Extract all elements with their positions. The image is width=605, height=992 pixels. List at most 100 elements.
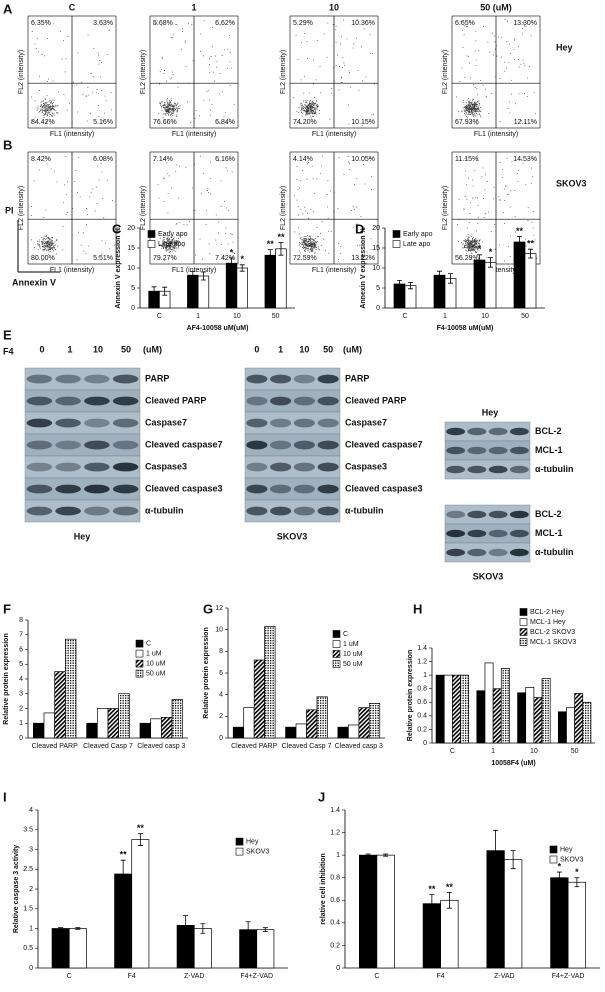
event-dot — [92, 76, 94, 78]
event-dot — [482, 198, 484, 199]
event-dot — [45, 108, 46, 110]
event-dot — [303, 240, 305, 242]
y-tick-label: 1.2 — [417, 658, 427, 665]
event-dot — [161, 245, 163, 247]
event-dot — [176, 248, 178, 250]
event-dot — [504, 188, 506, 190]
event-dot — [472, 250, 473, 252]
event-dot — [473, 249, 475, 251]
blot-band — [488, 427, 508, 436]
legend-swatch — [519, 608, 528, 616]
event-dot — [49, 106, 51, 107]
event-dot — [167, 103, 169, 105]
event-dot — [179, 222, 181, 223]
event-dot — [170, 116, 172, 118]
event-dot — [98, 105, 100, 106]
event-dot — [300, 79, 302, 81]
event-dot — [77, 52, 79, 54]
event-dot — [49, 249, 51, 251]
event-dot — [44, 98, 46, 100]
event-dot — [165, 246, 167, 248]
event-dot — [229, 51, 231, 53]
event-dot — [303, 106, 305, 108]
blot-band — [488, 510, 508, 519]
event-dot — [179, 107, 180, 109]
x-tick-label: Cleaved Casp 7 — [282, 743, 332, 750]
event-dot — [305, 244, 307, 245]
blot-band — [112, 418, 139, 428]
event-dot — [211, 104, 213, 106]
event-dot — [211, 45, 213, 47]
event-dot — [314, 97, 316, 98]
event-dot — [308, 109, 309, 111]
bar — [187, 274, 199, 309]
event-dot — [511, 161, 513, 162]
event-dot — [459, 81, 461, 82]
event-dot — [52, 247, 54, 249]
event-dot — [48, 244, 50, 246]
event-dot — [216, 66, 217, 68]
event-dot — [307, 242, 309, 244]
event-dot — [492, 32, 493, 34]
event-dot — [220, 244, 222, 245]
y-tick-label: 0 — [423, 740, 427, 747]
event-dot — [524, 65, 526, 67]
event-dot — [306, 239, 308, 240]
event-dot — [315, 104, 317, 106]
event-dot — [315, 244, 317, 245]
event-dot — [310, 107, 312, 109]
event-dot — [369, 157, 371, 159]
event-dot — [305, 108, 307, 110]
event-dot — [191, 23, 193, 25]
event-dot — [306, 107, 308, 108]
event-dot — [43, 249, 44, 250]
event-dot — [303, 242, 305, 243]
event-dot — [49, 108, 51, 110]
event-dot — [466, 106, 468, 108]
error-bar — [200, 923, 206, 934]
event-dot — [178, 197, 180, 199]
event-dot — [297, 189, 299, 190]
y-axis-label: Annexin V expression % — [115, 227, 122, 309]
event-dot — [461, 29, 463, 31]
event-dot — [47, 241, 49, 243]
event-dot — [55, 244, 57, 246]
event-dot — [522, 22, 524, 24]
event-dot — [464, 25, 465, 27]
event-dot — [307, 109, 309, 111]
event-dot — [165, 245, 167, 247]
blot-label: Cleaved caspase3 — [345, 483, 423, 493]
event-dot — [43, 246, 45, 248]
event-dot — [298, 214, 299, 216]
event-dot — [312, 211, 314, 213]
blot-band — [446, 446, 466, 455]
event-dot — [468, 243, 470, 245]
event-dot — [304, 100, 306, 102]
event-dot — [51, 239, 53, 241]
event-dot — [42, 107, 44, 109]
event-dot — [470, 249, 472, 251]
event-dot — [47, 115, 48, 116]
event-dot — [88, 94, 90, 96]
event-dot — [166, 107, 168, 109]
event-dot — [471, 242, 472, 244]
event-dot — [477, 107, 478, 109]
event-dot — [46, 105, 48, 106]
event-dot — [475, 59, 477, 61]
event-dot — [309, 100, 311, 102]
event-dot — [311, 248, 313, 250]
event-dot — [171, 114, 173, 115]
event-dot — [314, 107, 316, 109]
event-dot — [520, 63, 522, 65]
event-dot — [335, 65, 337, 67]
event-dot — [310, 104, 312, 106]
event-dot — [485, 173, 486, 175]
event-dot — [514, 103, 516, 105]
event-dot — [56, 239, 58, 241]
event-dot — [320, 92, 322, 94]
event-dot — [44, 55, 45, 57]
event-dot — [305, 105, 307, 107]
event-dot — [301, 109, 302, 110]
y-tick-label: 2 — [19, 705, 23, 712]
lane-label: 10 — [299, 344, 309, 354]
